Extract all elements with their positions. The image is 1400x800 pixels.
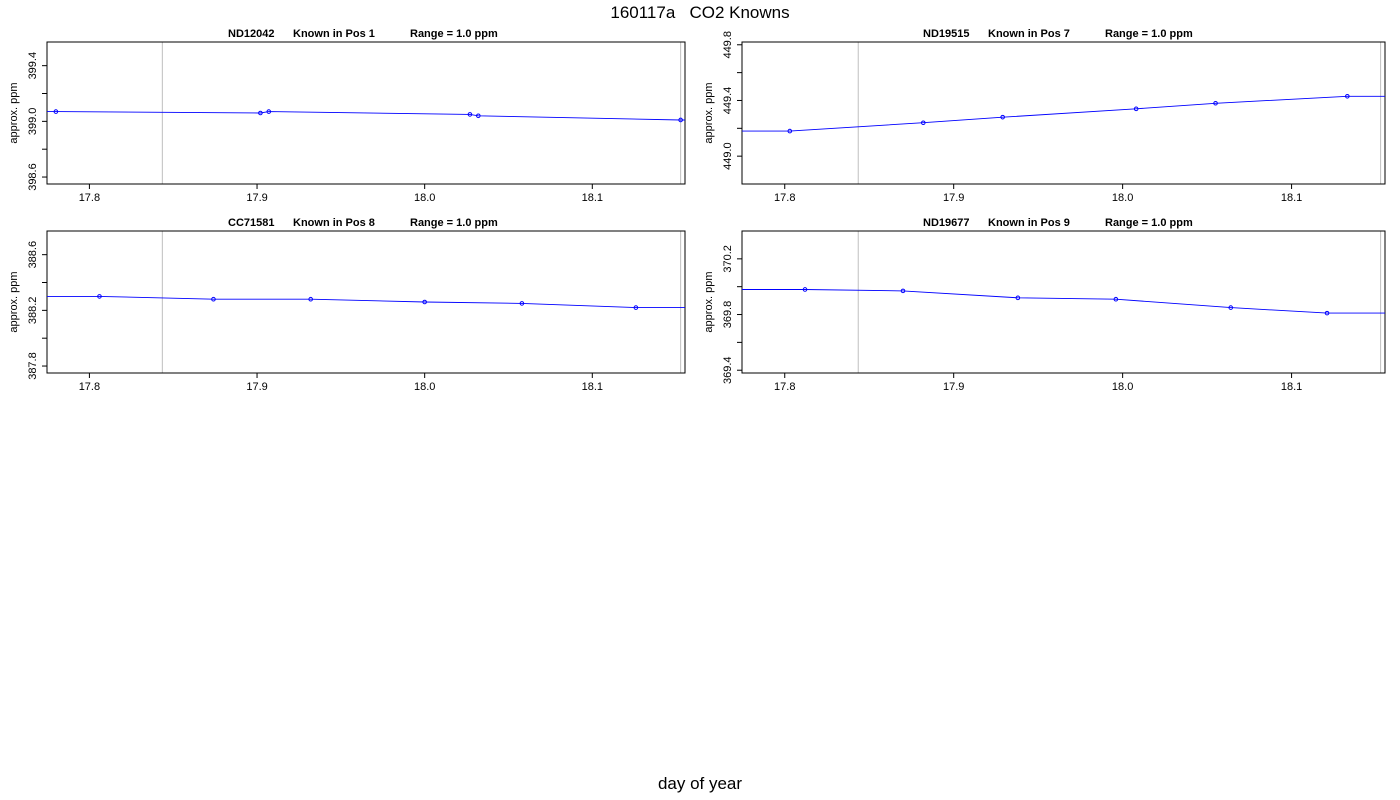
data-point xyxy=(1324,310,1330,316)
chart-panel-2: ND19515 Known in Pos 7 Range = 1.0 ppm 17.8… xyxy=(703,28,1386,204)
data-point xyxy=(266,109,272,114)
data-point xyxy=(211,296,216,302)
x-tick-label: 18.0 xyxy=(414,192,435,204)
data-point xyxy=(678,117,683,123)
x-tick-label: 18.1 xyxy=(582,381,603,393)
chart-panel-3: CC71581 Known in Pos 8 Range = 1.0 ppm 17.8… xyxy=(8,217,686,393)
x-tick-label: 17.8 xyxy=(79,381,100,393)
plot-frame xyxy=(741,230,1386,374)
chart-title-part: Known in Pos 1 xyxy=(293,28,375,40)
x-tick-label: 17.9 xyxy=(943,381,964,393)
data-point xyxy=(53,109,59,114)
x-tick-label: 17.9 xyxy=(943,192,964,204)
data-point xyxy=(1015,295,1021,301)
y-tick-label: 398.6 xyxy=(27,163,39,191)
data-point xyxy=(633,305,639,310)
chart-title-part: Range = 1.0 ppm xyxy=(410,28,498,40)
data-point xyxy=(1000,114,1005,120)
data-point xyxy=(920,120,926,126)
x-tick-label: 17.9 xyxy=(246,381,267,393)
data-point xyxy=(519,301,525,306)
chart-title-part: Known in Pos 9 xyxy=(988,217,1070,229)
chart-title-part: Range = 1.0 ppm xyxy=(1105,28,1193,40)
x-tick-label: 17.8 xyxy=(774,381,795,393)
chart-title-part: ND19515 xyxy=(923,28,969,40)
data-point xyxy=(900,288,906,294)
x-tick-label: 17.9 xyxy=(246,192,267,204)
data-point xyxy=(787,128,793,134)
y-tick-label: 369.4 xyxy=(722,356,734,384)
x-tick-label: 18.1 xyxy=(1281,381,1302,393)
y-tick-label: 449.4 xyxy=(722,87,734,115)
x-tick-label: 18.1 xyxy=(582,192,603,204)
x-tick-label: 18.0 xyxy=(1112,381,1133,393)
plot-frame xyxy=(46,230,686,374)
y-tick-label: 449.0 xyxy=(722,142,734,170)
plot-frame xyxy=(46,41,686,185)
data-point xyxy=(802,287,808,292)
data-point xyxy=(308,296,313,302)
data-point xyxy=(1133,106,1139,112)
chart-panel-1: ND12042 Known in Pos 1 Range = 1.0 ppm 17.8… xyxy=(8,28,686,204)
chart-title-part: Known in Pos 8 xyxy=(293,217,375,229)
series-line xyxy=(742,289,1385,314)
data-point xyxy=(467,112,473,117)
chart-title-part: Range = 1.0 ppm xyxy=(1105,217,1193,229)
data-point xyxy=(1228,305,1234,310)
y-tick-label: 387.8 xyxy=(27,352,39,380)
page-title: 160117a CO2 Knowns xyxy=(610,3,790,22)
y-axis-label: approx. ppm xyxy=(8,271,20,332)
y-tick-label: 449.8 xyxy=(722,31,734,59)
x-tick-label: 17.8 xyxy=(79,192,100,204)
chart-title-part: Known in Pos 7 xyxy=(988,28,1070,40)
series-line xyxy=(47,295,685,309)
plot-frame xyxy=(741,41,1386,185)
x-tick-label: 18.1 xyxy=(1281,192,1302,204)
chart-title-part: Range = 1.0 ppm xyxy=(410,217,498,229)
y-tick-label: 369.8 xyxy=(722,301,734,329)
chart-panel-4: ND19677 Known in Pos 9 Range = 1.0 ppm 17.8… xyxy=(703,217,1386,393)
y-tick-label: 399.4 xyxy=(27,52,39,80)
data-point xyxy=(258,110,263,116)
x-axis-label: day of year xyxy=(657,774,743,793)
y-tick-label: 388.2 xyxy=(27,297,39,325)
chart-title-part: CC71581 xyxy=(228,217,274,229)
data-point xyxy=(1345,93,1350,99)
y-tick-label: 388.6 xyxy=(27,241,39,269)
y-axis-label: approx. ppm xyxy=(8,82,20,143)
y-axis-label: approx. ppm xyxy=(703,271,715,332)
data-point xyxy=(1213,100,1218,106)
y-tick-label: 370.2 xyxy=(722,245,734,273)
data-point xyxy=(476,113,481,119)
y-tick-label: 399.0 xyxy=(27,108,39,136)
data-point xyxy=(422,299,427,305)
x-tick-label: 18.0 xyxy=(1112,192,1133,204)
series-line xyxy=(47,111,685,121)
series-line xyxy=(742,95,1385,132)
chart-title-part: ND12042 xyxy=(228,28,274,40)
data-point xyxy=(1113,296,1119,302)
data-point xyxy=(97,294,102,299)
x-tick-label: 17.8 xyxy=(774,192,795,204)
chart-title-part: ND19677 xyxy=(923,217,969,229)
x-tick-label: 18.0 xyxy=(414,381,435,393)
y-axis-label: approx. ppm xyxy=(703,82,715,143)
